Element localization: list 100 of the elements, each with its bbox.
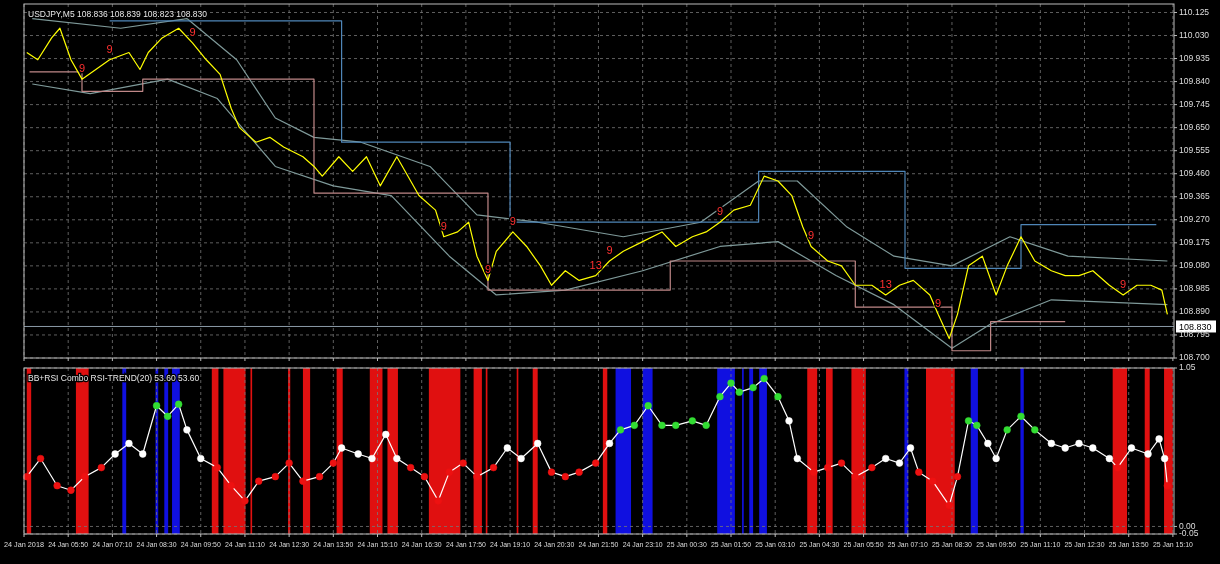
point xyxy=(67,486,75,494)
point xyxy=(1031,426,1039,434)
point xyxy=(489,463,498,472)
y-tick-label: 109.365 xyxy=(1179,191,1210,202)
annotation: 9 xyxy=(440,219,447,232)
point xyxy=(575,468,583,476)
point xyxy=(630,421,638,429)
point xyxy=(503,444,511,452)
point xyxy=(1114,463,1122,472)
point xyxy=(1003,426,1011,434)
annotation: 9 xyxy=(78,62,86,75)
y-tick-label: 109.745 xyxy=(1179,98,1210,109)
point xyxy=(534,439,542,448)
point xyxy=(760,374,768,383)
point xyxy=(1047,439,1056,448)
point xyxy=(152,402,161,410)
y-tick-label: 109.555 xyxy=(1179,144,1210,155)
point xyxy=(393,454,401,463)
point xyxy=(688,417,696,425)
point xyxy=(716,393,724,401)
point xyxy=(382,430,390,439)
point xyxy=(945,501,953,509)
annotation: 9 xyxy=(509,214,516,227)
annotation: 9 xyxy=(606,244,613,257)
point xyxy=(445,468,453,476)
point xyxy=(774,393,782,401)
line-series xyxy=(26,27,1168,340)
point xyxy=(227,482,235,490)
annotation: 9 xyxy=(808,229,815,242)
y-tick-label: 108.795 xyxy=(1179,329,1210,340)
point xyxy=(1075,439,1083,448)
point xyxy=(928,477,937,485)
point xyxy=(125,439,133,448)
point xyxy=(299,477,307,485)
point xyxy=(163,412,172,420)
point xyxy=(241,497,249,505)
point xyxy=(517,454,525,463)
y-tick-label: 109.460 xyxy=(1179,167,1210,178)
y-tick-label: 109.840 xyxy=(1179,75,1210,86)
point xyxy=(785,417,793,425)
annotation: 9 xyxy=(716,205,724,218)
point xyxy=(793,454,801,463)
point xyxy=(23,473,31,481)
point xyxy=(749,383,757,392)
annotation: 13 xyxy=(589,258,602,271)
point xyxy=(354,450,362,458)
point xyxy=(81,473,89,481)
point xyxy=(915,468,923,476)
point xyxy=(1144,450,1152,458)
point xyxy=(953,473,962,481)
point xyxy=(271,473,279,481)
point xyxy=(459,459,467,467)
point xyxy=(810,468,818,476)
point xyxy=(824,463,832,472)
point xyxy=(139,450,147,458)
y-tick-label: -0.05 xyxy=(1179,528,1199,539)
point xyxy=(175,400,183,408)
y-tick-label: 110.030 xyxy=(1179,29,1210,40)
point xyxy=(368,454,376,463)
point xyxy=(1061,444,1069,452)
x-tick-label: 25 Jan 15:10 xyxy=(1152,540,1200,549)
point xyxy=(97,463,105,472)
point xyxy=(658,421,666,429)
y-tick-label: 108.890 xyxy=(1179,306,1210,317)
point xyxy=(53,482,61,490)
point xyxy=(672,421,680,429)
point xyxy=(605,439,614,448)
y-tick-label: 110.125 xyxy=(1179,6,1210,17)
point xyxy=(1155,435,1163,443)
point xyxy=(197,454,205,463)
point xyxy=(329,459,337,467)
point xyxy=(837,459,846,467)
y-tick-label: 109.175 xyxy=(1179,237,1210,248)
point xyxy=(1127,444,1136,452)
point xyxy=(547,468,556,476)
point xyxy=(616,426,625,434)
point xyxy=(984,439,992,448)
point xyxy=(1160,454,1169,463)
point xyxy=(36,454,45,463)
point xyxy=(315,473,324,481)
point xyxy=(473,473,481,481)
x-tick-label: 25 Jan 11:10 xyxy=(1020,540,1066,549)
annotation: 9 xyxy=(106,42,113,55)
y-tick-label: 108.985 xyxy=(1179,283,1210,294)
y-tick-label: 109.650 xyxy=(1179,121,1210,132)
point xyxy=(644,402,652,410)
annotation: 9 xyxy=(189,25,196,38)
point xyxy=(1089,444,1097,452)
annotation: 9 xyxy=(1120,277,1127,290)
point xyxy=(851,473,859,481)
point xyxy=(882,454,890,463)
y-tick-label: 109.935 xyxy=(1179,52,1210,63)
y-tick-label: 1.05 xyxy=(1179,362,1196,373)
point xyxy=(895,459,904,467)
point xyxy=(973,421,981,429)
point xyxy=(183,426,191,434)
point xyxy=(111,450,119,458)
point xyxy=(906,444,915,452)
point xyxy=(420,473,429,481)
point xyxy=(1163,482,1172,490)
